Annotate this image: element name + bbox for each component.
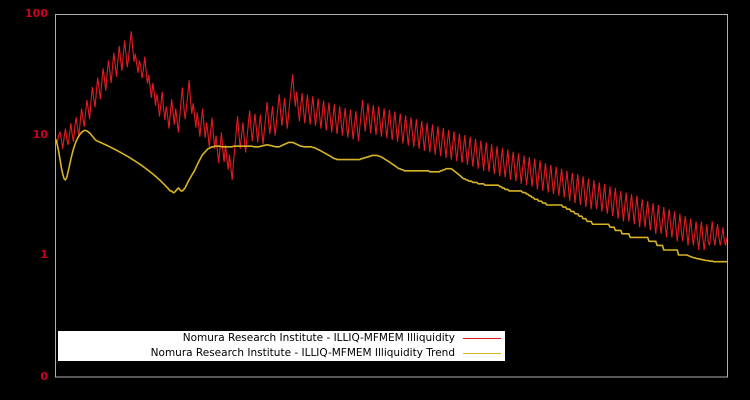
series-line-illiquidity-trend [55, 129, 728, 263]
y-axis-tick-100: 100 [25, 7, 48, 20]
y-axis-tick-1: 1 [40, 248, 48, 261]
chart-legend: Nomura Research Institute - ILLIQ-MFMEM … [58, 331, 505, 361]
y-axis-tick-10: 10 [32, 127, 48, 141]
y-axis-tick-0: 0 [40, 370, 48, 383]
series-line-illiquidity [55, 31, 728, 251]
legend-entry-illiquidity-trend[interactable]: Nomura Research Institute - ILLIQ-MFMEM … [58, 346, 505, 361]
legend-swatch-illiquidity-trend [463, 353, 501, 354]
legend-swatch-illiquidity [463, 338, 501, 339]
plot-frame [55, 14, 728, 378]
legend-entry-illiquidity[interactable]: Nomura Research Institute - ILLIQ-MFMEM … [58, 331, 505, 346]
legend-label-illiquidity: Nomura Research Institute - ILLIQ-MFMEM … [182, 332, 455, 345]
legend-label-illiquidity-trend: Nomura Research Institute - ILLIQ-MFMEM … [150, 347, 455, 360]
